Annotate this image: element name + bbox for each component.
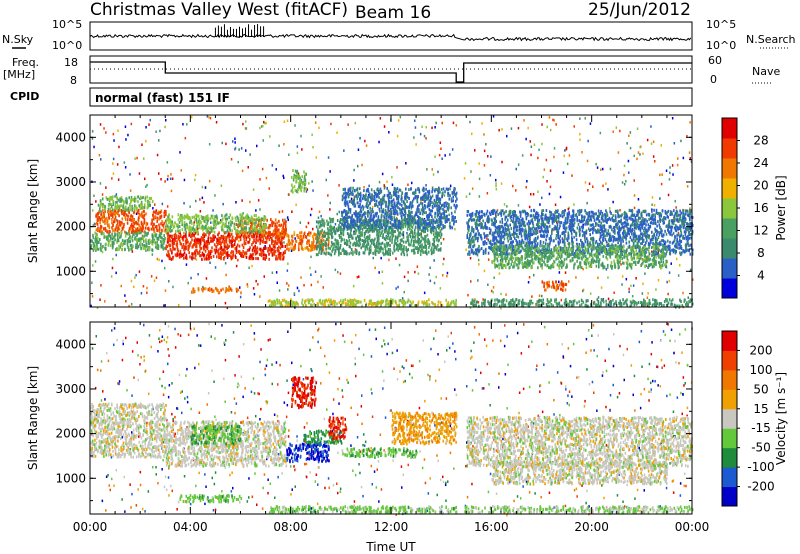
x-tick-label: 00:00 bbox=[675, 520, 710, 534]
colorbar-tick-label: -100 bbox=[747, 460, 774, 474]
velocity-echo-region bbox=[90, 403, 167, 459]
x-tick-label: 08:00 bbox=[273, 520, 308, 534]
nave-tick-top: 60 bbox=[708, 54, 722, 67]
power-echo-region bbox=[470, 298, 693, 308]
colorbar-tick-label: 28 bbox=[753, 134, 768, 148]
colorbar-tick-label: -15 bbox=[751, 421, 771, 435]
nsky-tick-top: 10^5 bbox=[52, 18, 82, 31]
velocity-echo-region bbox=[391, 411, 457, 445]
colorbar-tick-label: 4 bbox=[757, 269, 765, 283]
nave-tick-bottom: 0 bbox=[710, 73, 717, 86]
y-tick-label: 1000 bbox=[55, 471, 86, 485]
power-colorbar: 28 24 20 16 12 8 4 Power [dB] bbox=[722, 118, 788, 299]
cpid-text: normal (fast) 151 IF bbox=[95, 91, 230, 105]
colorbar-tick-label: 8 bbox=[757, 246, 765, 260]
colorbar-tick-label: 12 bbox=[753, 224, 768, 238]
nsky-label: N.Sky bbox=[2, 33, 34, 46]
power-echo-region bbox=[98, 195, 154, 211]
velocity-echo-region bbox=[286, 443, 330, 464]
velocity-echo-region bbox=[269, 505, 458, 515]
x-tick-label: 16:00 bbox=[474, 520, 509, 534]
date-label: 25/Jun/2012 bbox=[588, 0, 691, 20]
velocity-echo-region bbox=[464, 505, 693, 515]
colorbar-tick-label: -200 bbox=[747, 480, 774, 494]
x-tick-label: 20:00 bbox=[574, 520, 609, 534]
nsky-trace bbox=[90, 24, 691, 40]
cpid-label: CPID bbox=[10, 90, 39, 103]
x-tick-label: 04:00 bbox=[173, 520, 208, 534]
velocity-echo-region bbox=[466, 416, 693, 468]
nsearch-label: N.Search bbox=[746, 33, 796, 46]
nsky-right-tick-top: 10^5 bbox=[706, 18, 736, 31]
colorbar-label: Power [dB] bbox=[774, 175, 788, 240]
colorbar-tick-label: -50 bbox=[751, 441, 771, 455]
velocity-scatter bbox=[90, 323, 693, 517]
y-tick-label: 4000 bbox=[55, 130, 86, 144]
rti-plot: Christmas Valley West (fitACF) Beam 16 2… bbox=[0, 0, 800, 554]
colorbar-tick-label: 50 bbox=[753, 382, 768, 396]
power-echo-region bbox=[268, 298, 457, 308]
x-tick-label: 12:00 bbox=[374, 520, 409, 534]
velocity-echo-region bbox=[291, 376, 317, 409]
colorbar-tick-label: 200 bbox=[750, 343, 773, 357]
y-tick-label: 3000 bbox=[55, 382, 86, 396]
y-tick-label: 2000 bbox=[55, 220, 86, 234]
y-axis-label: Slant Range [km] bbox=[26, 366, 40, 470]
colorbar-tick-label: 20 bbox=[753, 179, 768, 193]
nsky-tick-bottom: 10^0 bbox=[52, 39, 82, 52]
y-tick-label: 2000 bbox=[55, 427, 86, 441]
power-echo-region bbox=[95, 209, 167, 234]
velocity-echo-region bbox=[342, 447, 418, 459]
power-echo-region bbox=[191, 287, 242, 294]
colorbar-tick-label: 24 bbox=[753, 156, 768, 170]
velocity-panel: 1000 2000 3000 4000 Slant Range [km] 200 100 50… bbox=[26, 322, 788, 554]
y-tick-label: 4000 bbox=[55, 337, 86, 351]
colorbar-tick-label: 16 bbox=[753, 201, 768, 215]
colorbar-tick-label: 100 bbox=[750, 363, 773, 377]
power-echo-region bbox=[90, 231, 166, 252]
freq-tick-top: 18 bbox=[64, 56, 78, 69]
beam-label: Beam 16 bbox=[355, 3, 431, 23]
x-tick-label: 00:00 bbox=[73, 520, 108, 534]
freq-tick-bottom: 8 bbox=[70, 74, 77, 87]
velocity-colorbar: 200 100 50 15 -15 -50 -100 -200 Velocity [m s⁻¹] bbox=[722, 331, 788, 507]
nsky-right-tick-bottom: 10^0 bbox=[706, 39, 736, 52]
colorbar-tick-label: 15 bbox=[753, 402, 768, 416]
freq-trace bbox=[90, 62, 692, 82]
y-axis-label: Slant Range [km] bbox=[26, 159, 40, 263]
nave-label: Nave bbox=[752, 65, 780, 78]
velocity-echo-region bbox=[180, 494, 243, 504]
y-tick-label: 1000 bbox=[55, 264, 86, 278]
y-tick-label: 3000 bbox=[55, 175, 86, 189]
station-title: Christmas Valley West (fitACF) bbox=[90, 0, 348, 20]
x-axis-label: Time UT bbox=[365, 540, 416, 554]
power-panel: 1000 2000 3000 4000 Slant Range [km] 28 24 20 16… bbox=[26, 115, 788, 310]
freq-label-line2: [MHz] bbox=[3, 68, 35, 81]
colorbar-label: Velocity [m s⁻¹] bbox=[774, 372, 788, 465]
